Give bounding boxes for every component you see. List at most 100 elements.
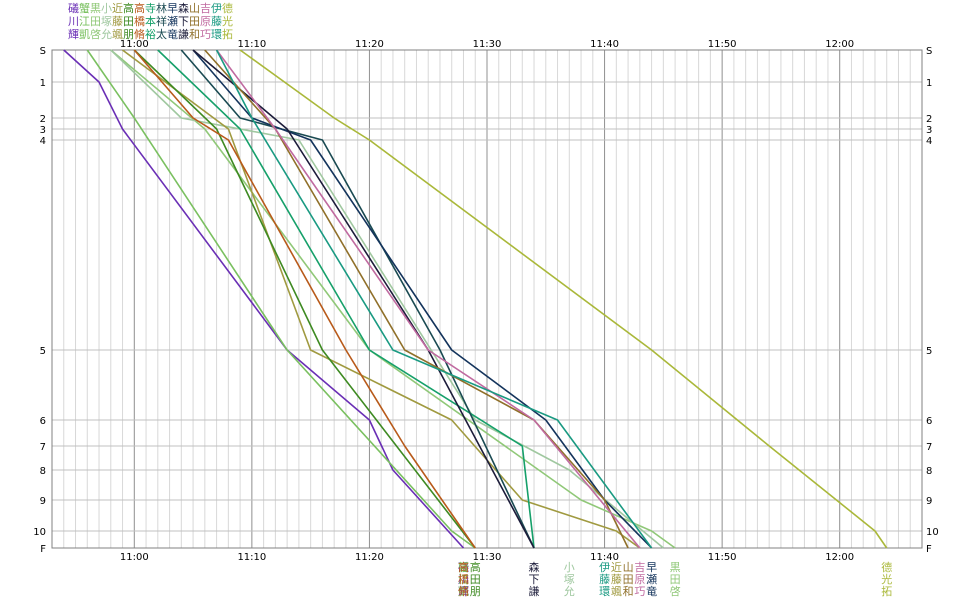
- legend-char: 太: [156, 28, 167, 41]
- legend-char: 本: [145, 15, 156, 28]
- legend-char: 環: [211, 28, 222, 41]
- y-tick-label-left: 3: [40, 125, 46, 136]
- y-tick-label-left: 5: [40, 346, 46, 357]
- end-label: 田: [470, 573, 481, 586]
- x-tick-label-top: 11:10: [237, 39, 266, 50]
- y-tick-label-left: 8: [40, 466, 46, 477]
- series-line: [110, 49, 664, 549]
- legend-char: 黒: [90, 2, 101, 15]
- x-tick-label-bottom: 12:00: [825, 552, 854, 563]
- legend-row: 川江田塚藤田橋本祥瀬下田原藤光: [68, 15, 233, 28]
- end-label: 塚: [564, 573, 575, 586]
- legend-char: 輝: [68, 28, 79, 41]
- legend-char: 竜: [167, 28, 178, 41]
- end-label: 謙: [529, 585, 540, 598]
- x-tick-label-bottom: 11:00: [120, 552, 149, 563]
- legend-char: 寺: [145, 2, 156, 15]
- end-label: 原: [634, 573, 645, 586]
- x-tick-label-top: 12:00: [825, 39, 854, 50]
- x-tick-label-bottom: 11:40: [590, 552, 619, 563]
- legend-char: 凱: [79, 28, 90, 41]
- end-label: 伊: [599, 561, 610, 574]
- end-label: 竜: [646, 584, 657, 598]
- legend-char: 森: [178, 2, 189, 15]
- legend-char: 林: [156, 2, 167, 15]
- y-tick-label-left: 2: [40, 114, 46, 125]
- end-label: 藤: [611, 573, 622, 586]
- end-label: 巧: [634, 585, 645, 598]
- end-label: 高: [458, 560, 469, 574]
- legend-char: 田: [189, 15, 200, 28]
- legend-char: 朋: [123, 28, 134, 41]
- series-line: [204, 49, 629, 549]
- y-tick-label-right: 4: [926, 136, 932, 147]
- y-tick-label-right: 5: [926, 346, 932, 357]
- series-line: [157, 49, 535, 549]
- end-label: 光: [881, 572, 892, 586]
- legend-char: 裕: [145, 28, 156, 41]
- legend-char: 脩: [134, 28, 145, 41]
- end-label: 蟹: [458, 560, 469, 574]
- legend-char: 小: [101, 2, 112, 15]
- series-line: [122, 49, 641, 549]
- end-label: 朋: [470, 585, 481, 598]
- end-label: 脩: [458, 584, 469, 598]
- end-label: 橋: [458, 572, 469, 586]
- end-label: 森: [529, 560, 540, 574]
- x-tick-label-bottom: 11:10: [237, 552, 266, 563]
- end-label: 瀬: [646, 572, 657, 586]
- legend-char: 巧: [200, 28, 211, 41]
- end-label: 山: [623, 561, 634, 574]
- y-tick-label-left: S: [40, 46, 46, 57]
- legend-char: 原: [200, 15, 211, 28]
- legend-char: 早: [167, 2, 178, 15]
- series-lines: [63, 49, 888, 549]
- legend-char: 和: [189, 28, 200, 41]
- legend-char: 吉: [200, 2, 211, 15]
- axes: 11:00 11:00 11:10 11:10 11:20 11:20 11:30 11:30…: [33, 39, 938, 563]
- y-tick-label-left: 7: [40, 442, 46, 453]
- end-label: 凱: [458, 585, 469, 598]
- legend-char: 允: [101, 28, 112, 41]
- end-label: 啓: [670, 584, 681, 598]
- y-tick-label-right: 10: [926, 527, 939, 538]
- legend-char: 近: [112, 2, 123, 15]
- end-label: 早: [646, 561, 657, 574]
- legend-char: 光: [222, 15, 233, 28]
- legend-char: 田: [90, 15, 101, 28]
- x-tick-label-bottom: 11:50: [708, 552, 737, 563]
- end-label: 川: [458, 573, 469, 586]
- end-label: 礒: [458, 561, 469, 574]
- y-tick-label-right: 9: [926, 496, 932, 507]
- legend-char: 橋: [134, 15, 145, 28]
- end-label: 允: [564, 584, 575, 598]
- end-label: 高: [470, 560, 481, 574]
- end-label: 和: [623, 585, 634, 598]
- y-tick-label-left: 1: [40, 78, 46, 89]
- y-tick-label-right: 3: [926, 125, 932, 136]
- end-label: 輝: [458, 585, 469, 598]
- series-line: [239, 49, 888, 549]
- legend-char: 山: [189, 2, 200, 15]
- x-tick-label-top: 11:00: [120, 39, 149, 50]
- end-label: 吉: [634, 561, 645, 574]
- y-tick-label-left: 6: [40, 416, 46, 427]
- end-label: 田: [623, 573, 634, 586]
- legend-char: 下: [178, 15, 189, 28]
- y-tick-label-right: F: [926, 544, 932, 555]
- legend-char: 啓: [90, 28, 101, 41]
- legend-char: 塚: [101, 15, 112, 28]
- legend-char: 藤: [112, 15, 123, 28]
- end-label: 颯: [611, 585, 622, 598]
- grid: [51, 49, 923, 549]
- legend-char: 颯: [112, 28, 123, 41]
- x-tick-label-top: 11:40: [590, 39, 619, 50]
- legend-char: 瀬: [167, 15, 178, 28]
- y-tick-label-right: 8: [926, 466, 932, 477]
- end-label: 環: [599, 585, 610, 598]
- y-tick-label-left: 9: [40, 496, 46, 507]
- series-line: [215, 49, 641, 549]
- plot-frame: [51, 49, 923, 549]
- y-tick-label-right: 1: [926, 78, 932, 89]
